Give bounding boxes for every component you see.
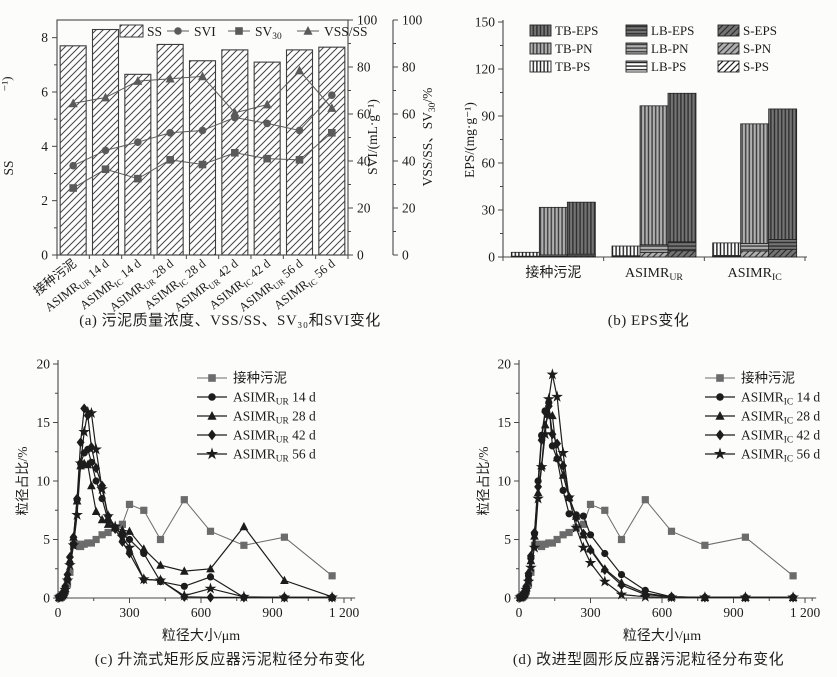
svg-text:80: 80 [357, 60, 371, 75]
svg-text:10: 10 [37, 474, 51, 489]
svg-text:300: 300 [580, 605, 601, 620]
svg-text:150: 150 [475, 15, 496, 30]
svg-text:接种污泥: 接种污泥 [741, 370, 795, 386]
svg-text:0: 0 [41, 248, 48, 263]
svg-text:EPS/(mg·g⁻¹): EPS/(mg·g⁻¹) [462, 102, 477, 178]
svg-text:S-PN: S-PN [743, 41, 772, 56]
svg-text:SS: SS [147, 24, 162, 39]
svg-text:VSS/SS: VSS/SS [324, 24, 368, 39]
chart-d-particle-size-ic: 0 5 10 15 20 0 300 600 900 1 200 粒径大小/μm 粒径占比/% 接种污泥… [476, 357, 821, 645]
svg-text:40: 40 [402, 154, 416, 169]
svg-text:15: 15 [37, 415, 51, 430]
svg-text:ASIMRIC 28 d: ASIMRIC 28 d [741, 409, 820, 427]
svg-text:TB-PS: TB-PS [555, 59, 590, 74]
svg-text:ASIMRUR 42 d: ASIMRUR 42 d [233, 428, 316, 446]
svg-text:LB-PN: LB-PN [651, 41, 689, 56]
svg-text:600: 600 [652, 605, 673, 620]
svg-text:0: 0 [357, 248, 364, 263]
svg-text:300: 300 [119, 605, 140, 620]
svg-text:ASIMRIC: ASIMRIC [728, 266, 782, 283]
svg-text:LB-EPS: LB-EPS [651, 23, 694, 38]
svg-text:TB-PN: TB-PN [555, 41, 593, 56]
svg-text:4: 4 [41, 139, 48, 154]
caption-c: (c) 升流式矩形反应器污泥粒径分布变化 [94, 652, 366, 668]
caption-b: (b) EPS变化 [607, 313, 690, 329]
svg-text:接种污泥: 接种污泥 [525, 264, 581, 281]
svg-text:S-PS: S-PS [743, 59, 769, 74]
svg-text:1 200: 1 200 [790, 605, 821, 620]
svg-text:100: 100 [357, 13, 378, 28]
svg-text:15: 15 [498, 415, 512, 430]
svg-text:ASIMRIC 14 d: ASIMRIC 14 d [741, 390, 820, 408]
svg-text:6: 6 [41, 84, 48, 99]
svg-text:粒径占比/%: 粒径占比/% [476, 447, 491, 516]
svg-text:ASIMRUR: ASIMRUR [625, 266, 683, 283]
svg-text:SVI/(mL·g⁻¹): SVI/(mL·g⁻¹) [365, 99, 380, 175]
svg-text:0: 0 [55, 605, 62, 620]
svg-text:粒径大小/μm: 粒径大小/μm [162, 628, 240, 644]
svg-text:80: 80 [402, 60, 416, 75]
svg-text:ASIMRUR 28 d: ASIMRUR 28 d [233, 409, 316, 427]
svg-text:5: 5 [504, 532, 511, 547]
svg-text:SS: SS [1, 160, 16, 175]
svg-text:20: 20 [498, 357, 512, 372]
svg-text:60: 60 [357, 107, 371, 122]
svg-text:ASIMRIC 42 d: ASIMRIC 42 d [741, 428, 820, 446]
svg-text:SV30: SV30 [255, 24, 282, 42]
svg-text:40: 40 [357, 154, 371, 169]
svg-text:60: 60 [402, 107, 416, 122]
svg-text:60: 60 [482, 156, 496, 171]
svg-text:S-EPS: S-EPS [743, 23, 777, 38]
svg-text:ASIMRUR 14 d: ASIMRUR 14 d [233, 390, 316, 408]
svg-text:0: 0 [516, 605, 523, 620]
svg-text:TB-EPS: TB-EPS [555, 23, 598, 38]
svg-text:20: 20 [37, 357, 51, 372]
chart-b-eps-stacked-bars: 0 30 60 90 120 150 接种污泥 ASIMRUR ASIMRIC EPS/(mg·g… [462, 15, 807, 283]
svg-text:600: 600 [191, 605, 212, 620]
svg-text:5: 5 [43, 532, 50, 547]
svg-text:1 200: 1 200 [329, 605, 360, 620]
svg-text:30: 30 [482, 203, 496, 218]
svg-text:20: 20 [402, 201, 416, 216]
chart-c-particle-size-ur: 0 5 10 15 20 0 300 600 900 1 200 粒径大小/μm 粒径占比/% 接种污泥… [15, 357, 360, 645]
svg-text:20: 20 [357, 201, 371, 216]
caption-a: (a) 污泥质量浓度、VSS/SS、SV₃₀和SVI变化 [79, 313, 381, 329]
svg-text:接种污泥: 接种污泥 [233, 370, 287, 386]
chart-a-sludge-concentration-svi: 02468020406080100020406080100接种污泥ASIMRUR… [0, 13, 438, 315]
svg-text:0: 0 [402, 248, 409, 263]
svg-text:粒径占比/%: 粒径占比/% [15, 447, 30, 516]
svg-text:10: 10 [498, 474, 512, 489]
svg-text:120: 120 [475, 62, 496, 77]
svg-text:0: 0 [504, 591, 511, 606]
svg-text:900: 900 [723, 605, 744, 620]
svg-text:⁻¹): ⁻¹) [0, 76, 14, 91]
svg-text:LB-PS: LB-PS [651, 59, 686, 74]
svg-text:900: 900 [262, 605, 283, 620]
svg-text:0: 0 [43, 591, 50, 606]
svg-text:粒径大小/μm: 粒径大小/μm [623, 628, 701, 644]
svg-text:0: 0 [488, 250, 495, 265]
svg-text:VSS/SS、SV30/%: VSS/SS、SV30/% [420, 88, 438, 187]
caption-d: (d) 改进型圆形反应器污泥粒径分布变化 [512, 652, 785, 668]
svg-text:100: 100 [402, 13, 423, 28]
svg-text:90: 90 [482, 109, 496, 124]
svg-text:ASIMRUR 56 d: ASIMRUR 56 d [233, 447, 316, 465]
svg-text:2: 2 [41, 193, 48, 208]
svg-text:SVI: SVI [194, 24, 216, 39]
svg-text:8: 8 [41, 30, 48, 45]
svg-text:ASIMRIC 56 d: ASIMRIC 56 d [741, 447, 820, 465]
